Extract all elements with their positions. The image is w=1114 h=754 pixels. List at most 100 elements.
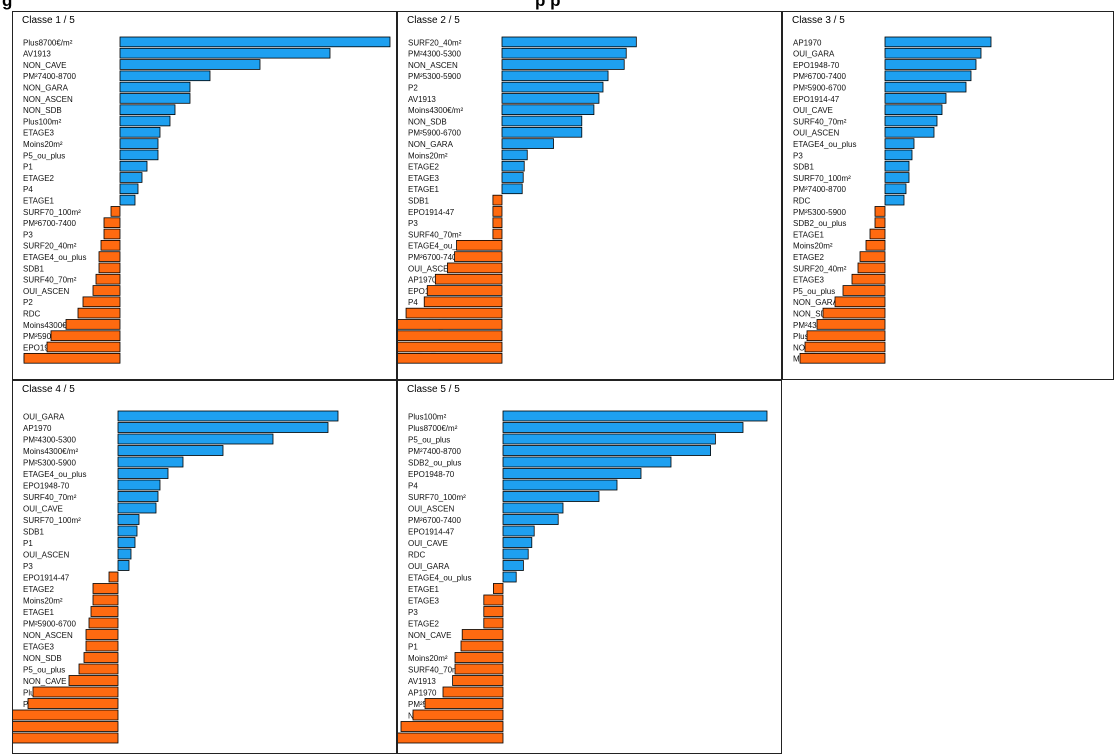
category-label: P4	[408, 482, 418, 491]
bar-negative	[68, 675, 119, 686]
category-label: PM²6700-7400	[408, 516, 461, 525]
bar-negative	[65, 319, 121, 330]
bar-positive	[501, 104, 595, 116]
bar-positive	[884, 81, 967, 93]
bar-positive	[884, 194, 905, 206]
bar-negative	[110, 206, 121, 217]
bar-negative	[869, 228, 886, 240]
category-label: ETAGE3	[23, 129, 55, 138]
bar-positive	[119, 36, 391, 48]
bar-negative	[857, 262, 886, 274]
bar-positive	[119, 70, 211, 82]
bar-positive	[117, 514, 140, 525]
category-label: SURF40_70m²	[23, 493, 77, 502]
bar-negative	[442, 686, 504, 698]
category-label: PM²7400-8700	[408, 447, 461, 456]
category-label: EPO1914-47	[793, 95, 840, 104]
category-label: PM²4300-5300	[23, 436, 76, 445]
bar-positive	[502, 491, 600, 502]
category-label: OUI_ASCEN	[793, 129, 839, 138]
page-title-left: g	[2, 0, 13, 10]
bar-negative	[859, 251, 886, 262]
bar-positive	[119, 59, 261, 70]
category-label: AP1970	[23, 424, 52, 433]
category-label: PM²5300-5900	[23, 459, 76, 468]
bar-positive	[117, 537, 136, 548]
category-label: PM²5900-6700	[23, 620, 76, 629]
category-label: NON_SDB	[23, 654, 62, 663]
bar-positive	[884, 115, 938, 127]
category-label: NON_SDB	[23, 106, 62, 115]
category-label: Moins20m²	[408, 654, 448, 663]
bar-positive	[501, 59, 625, 70]
category-label: RDC	[408, 551, 426, 560]
category-label: SURF40_70m²	[408, 230, 462, 239]
bar-positive	[501, 70, 609, 82]
category-label: Moins4300€/m²	[408, 106, 463, 115]
category-label: PM²5300-5900	[793, 208, 846, 217]
category-label: PM²6700-7400	[793, 72, 846, 81]
category-label: NON_CAVE	[408, 631, 451, 640]
chart-panel-3: Classe 3 / 5 AP1970 OUI_GARA EPO1948-70 PM²6…	[782, 11, 1114, 380]
bar-negative	[398, 330, 503, 341]
chart-title: Classe 1 / 5	[22, 15, 75, 26]
category-label: AP1970	[408, 689, 437, 698]
bar-positive	[502, 422, 744, 433]
bar-positive	[119, 127, 161, 138]
category-label: PM²5900-6700	[408, 129, 461, 138]
category-label: P2	[408, 84, 418, 93]
bar-positive	[502, 548, 529, 560]
category-label: NON_ASCEN	[23, 95, 73, 104]
chart-title: Classe 3 / 5	[792, 15, 845, 26]
category-label: P3	[23, 230, 33, 239]
bar-positive	[884, 172, 910, 183]
category-label: Moins20m²	[23, 597, 63, 606]
category-label: ETAGE1	[408, 585, 440, 594]
bar-positive	[501, 183, 523, 195]
page-title: g p p	[0, 0, 1114, 11]
bar-negative	[398, 732, 504, 744]
bar-negative	[424, 698, 504, 709]
category-label: RDC	[23, 310, 41, 319]
category-label: PM²5900-6700	[23, 332, 76, 341]
bar-positive	[884, 59, 977, 70]
category-label: ETAGE4_ou_plus	[408, 574, 471, 583]
bar-negative	[98, 251, 121, 262]
bar-positive	[502, 410, 768, 422]
bar-negative	[27, 698, 119, 709]
category-label: NON_ASCEN	[23, 631, 73, 640]
bar-negative	[83, 652, 119, 663]
bar-chart-svg: OUI_GARA AP1970 PM²4300-5300 Moins4300€/m² P…	[13, 410, 339, 744]
category-label: NON_GARA	[408, 140, 454, 149]
bar-negative	[799, 352, 886, 364]
category-label: NON_CAVE	[23, 61, 66, 70]
bar-negative	[865, 239, 886, 251]
bar-positive	[117, 422, 329, 433]
category-label: SDB1	[408, 197, 429, 206]
bar-negative	[92, 583, 119, 594]
bar-negative	[816, 319, 886, 330]
bar-negative	[804, 341, 886, 353]
category-label: ETAGE4_ou_plus	[23, 470, 86, 479]
bar-negative	[851, 273, 886, 285]
category-label: P5_ou_plus	[793, 287, 835, 296]
bar-positive	[502, 445, 712, 456]
category-label: Moins4300€/m²	[23, 447, 78, 456]
bar-negative	[412, 709, 504, 721]
category-label: NON_CAVE	[23, 677, 66, 686]
bar-chart-svg: Plus8700€/m² AV1913 NON_CAVE PM²7400-8700 NO…	[23, 36, 391, 364]
bar-positive	[501, 36, 637, 48]
category-label: P1	[23, 539, 33, 548]
category-label: P4	[408, 298, 418, 307]
category-label: OUI_ASCEN	[23, 287, 69, 296]
category-label: ETAGE2	[408, 163, 440, 172]
bar-positive	[117, 433, 274, 445]
bar-positive	[884, 127, 935, 138]
category-label: AV1913	[408, 677, 436, 686]
category-label: PM²6700-7400	[23, 219, 76, 228]
category-label: ETAGE2	[793, 253, 825, 262]
bar-negative	[842, 285, 886, 296]
category-label: OUI_ASCEN	[23, 551, 69, 560]
bar-negative	[456, 239, 503, 251]
